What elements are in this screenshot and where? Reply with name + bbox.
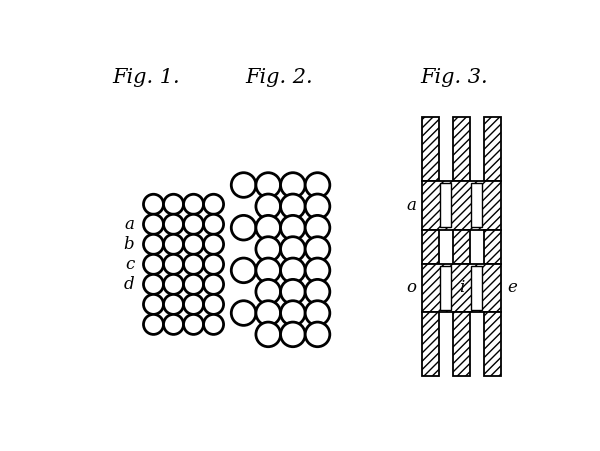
Circle shape <box>281 258 305 283</box>
Bar <box>440 184 451 227</box>
Circle shape <box>143 274 164 295</box>
Circle shape <box>305 194 330 219</box>
Circle shape <box>256 237 281 262</box>
Circle shape <box>231 173 256 198</box>
Circle shape <box>164 194 184 214</box>
Circle shape <box>164 214 184 235</box>
Circle shape <box>281 237 305 262</box>
Circle shape <box>203 194 224 214</box>
Circle shape <box>203 214 224 235</box>
Text: b: b <box>124 236 134 253</box>
Circle shape <box>143 235 164 254</box>
Circle shape <box>231 301 256 325</box>
Circle shape <box>164 274 184 295</box>
Bar <box>453 230 470 263</box>
Circle shape <box>143 194 164 214</box>
Bar <box>484 117 501 181</box>
Bar <box>440 266 451 310</box>
Circle shape <box>256 173 281 198</box>
Circle shape <box>305 279 330 304</box>
Circle shape <box>203 254 224 274</box>
Circle shape <box>164 295 184 314</box>
Circle shape <box>203 235 224 254</box>
Bar <box>484 230 501 263</box>
Circle shape <box>305 322 330 347</box>
Bar <box>484 312 501 376</box>
Circle shape <box>143 254 164 274</box>
Circle shape <box>143 295 164 314</box>
Text: i: i <box>459 279 464 296</box>
Circle shape <box>184 314 203 334</box>
Text: Fig. 1.: Fig. 1. <box>112 68 179 87</box>
Bar <box>422 263 501 312</box>
Circle shape <box>143 314 164 334</box>
Bar <box>422 181 501 230</box>
Circle shape <box>256 322 281 347</box>
Circle shape <box>256 216 281 240</box>
Circle shape <box>203 295 224 314</box>
Text: c: c <box>125 256 134 273</box>
Bar <box>422 117 439 181</box>
Circle shape <box>184 214 203 235</box>
Circle shape <box>164 254 184 274</box>
Circle shape <box>184 295 203 314</box>
Circle shape <box>164 235 184 254</box>
Text: a: a <box>124 216 134 233</box>
Circle shape <box>256 279 281 304</box>
Circle shape <box>256 258 281 283</box>
Text: Fig. 3.: Fig. 3. <box>420 68 488 87</box>
Circle shape <box>231 216 256 240</box>
Circle shape <box>281 194 305 219</box>
Circle shape <box>305 216 330 240</box>
Circle shape <box>231 258 256 283</box>
Circle shape <box>143 214 164 235</box>
Circle shape <box>164 314 184 334</box>
Circle shape <box>203 274 224 295</box>
Circle shape <box>305 173 330 198</box>
Bar <box>453 312 470 376</box>
Circle shape <box>184 235 203 254</box>
Bar <box>453 117 470 181</box>
Circle shape <box>203 314 224 334</box>
Circle shape <box>281 322 305 347</box>
Circle shape <box>281 173 305 198</box>
Circle shape <box>256 194 281 219</box>
Circle shape <box>184 274 203 295</box>
Circle shape <box>281 279 305 304</box>
Circle shape <box>305 237 330 262</box>
Circle shape <box>256 301 281 325</box>
Circle shape <box>305 301 330 325</box>
Circle shape <box>184 254 203 274</box>
Circle shape <box>281 216 305 240</box>
Circle shape <box>305 258 330 283</box>
Text: e: e <box>507 279 517 296</box>
Text: Fig. 2.: Fig. 2. <box>245 68 313 87</box>
Text: a: a <box>406 197 416 214</box>
Text: o: o <box>406 279 416 296</box>
Bar <box>422 230 439 263</box>
Circle shape <box>184 194 203 214</box>
Bar <box>471 266 482 310</box>
Circle shape <box>281 301 305 325</box>
Bar <box>471 184 482 227</box>
Text: d: d <box>124 276 134 293</box>
Bar <box>422 312 439 376</box>
